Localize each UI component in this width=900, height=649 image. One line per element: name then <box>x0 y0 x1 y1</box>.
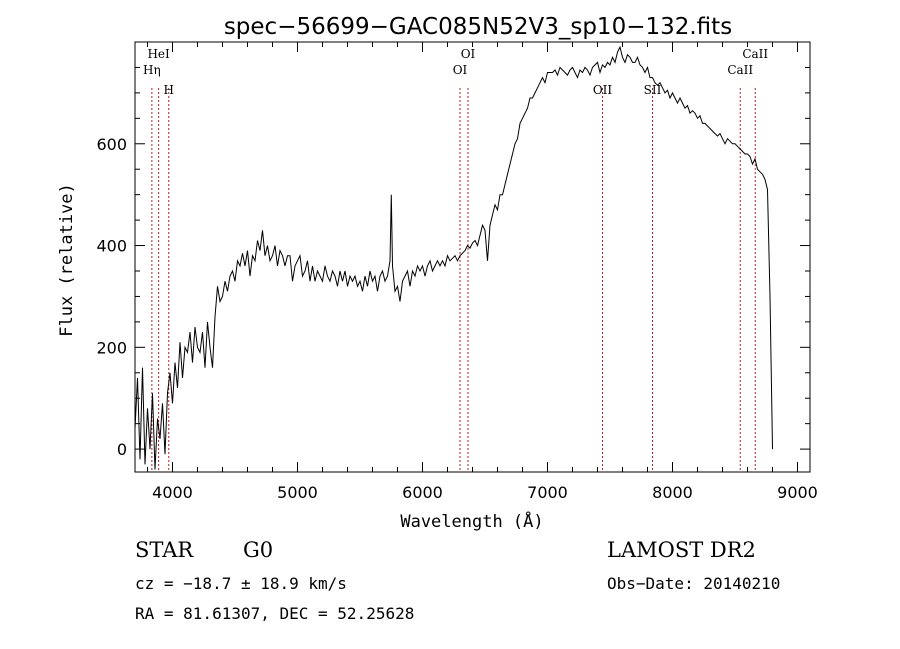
marker-label: OI <box>461 47 476 61</box>
survey-name: LAMOST DR2 <box>607 538 756 562</box>
y-tick-label: 600 <box>96 135 127 154</box>
observation-date: Obs−Date: 20140210 <box>607 574 781 593</box>
y-tick-label: 0 <box>117 440 127 459</box>
x-tick-label: 4000 <box>152 483 193 502</box>
marker-label: HeI <box>147 47 170 61</box>
x-tick-label: 6000 <box>402 483 443 502</box>
y-axis-label: Flux (relative) <box>57 183 77 337</box>
x-tick-label: 9000 <box>777 483 818 502</box>
marker-label: OI <box>453 63 468 77</box>
x-tick-label: 8000 <box>652 483 693 502</box>
plot-frame <box>134 41 811 473</box>
redshift-cz: cz = −18.7 ± 18.9 km/s <box>135 574 347 593</box>
object-class: STAR <box>135 538 194 562</box>
marker-label: CaII <box>727 63 753 77</box>
y-tick-label: 400 <box>96 237 127 256</box>
marker-label: H <box>164 83 174 97</box>
axis-ticks: 4000 5000 6000 7000 8000 9000 0 200 400 600 <box>96 42 818 502</box>
x-axis-label: Wavelength (Å) <box>400 510 543 532</box>
marker-label: CaII <box>742 47 768 61</box>
y-tick-label: 200 <box>96 338 127 357</box>
spectrum-line <box>134 45 773 470</box>
spectral-line-markers: Hη HeI H OI OI OII SII CaII CaII <box>143 47 768 472</box>
coordinates: RA = 81.61307, DEC = 52.25628 <box>135 604 415 623</box>
object-subclass: G0 <box>243 538 274 562</box>
x-tick-label: 7000 <box>527 483 568 502</box>
x-tick-label: 5000 <box>277 483 318 502</box>
marker-label: OII <box>593 83 613 97</box>
chart-title: spec−56699−GAC085N52V3_sp10−132.fits <box>224 14 732 40</box>
marker-label: SII <box>644 83 662 97</box>
marker-label: Hη <box>143 63 161 77</box>
